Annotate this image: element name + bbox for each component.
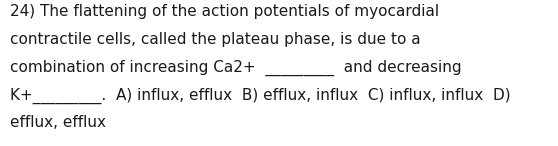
Text: contractile cells, called the plateau phase, is due to a: contractile cells, called the plateau ph… (10, 32, 421, 47)
Text: combination of increasing Ca2+  _________  and decreasing: combination of increasing Ca2+ _________… (10, 60, 461, 76)
Text: efflux, efflux: efflux, efflux (10, 115, 106, 130)
Text: K+_________.  A) influx, efflux  B) efflux, influx  C) influx, influx  D): K+_________. A) influx, efflux B) efflux… (10, 88, 511, 104)
Text: 24) The flattening of the action potentials of myocardial: 24) The flattening of the action potenti… (10, 4, 439, 19)
